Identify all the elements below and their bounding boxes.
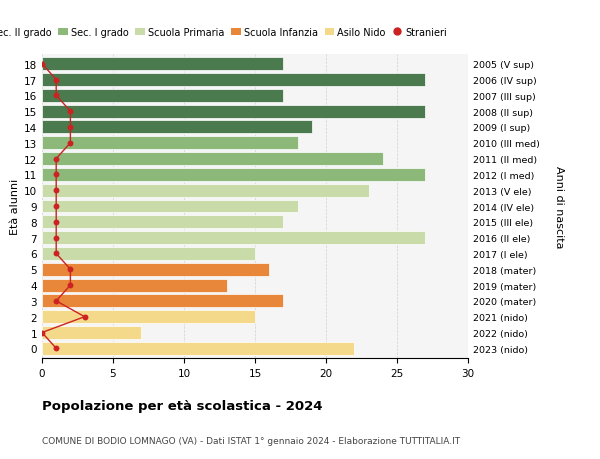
Bar [42,216,283,229]
Point [52,250,61,257]
Point [52,92,61,100]
Y-axis label: Età alunni: Età alunni [10,179,20,235]
Point [80,313,89,321]
Point [52,218,61,226]
Point [52,171,61,179]
Bar [42,326,142,339]
Bar [42,168,425,181]
Point [65,282,75,289]
Bar [42,106,425,118]
Bar [42,232,425,245]
Bar [42,342,355,355]
Point [65,124,75,131]
Bar [42,295,283,308]
Bar [42,200,298,213]
Point [52,235,61,242]
Bar [42,137,298,150]
Bar [42,121,312,134]
Bar [42,185,368,197]
Y-axis label: Anni di nascita: Anni di nascita [554,165,563,248]
Bar [42,153,383,166]
Point [65,108,75,116]
Point [52,203,61,210]
Point [37,61,47,68]
Point [52,345,61,352]
Bar [42,279,227,292]
Point [65,266,75,274]
Text: COMUNE DI BODIO LOMNAGO (VA) - Dati ISTAT 1° gennaio 2024 - Elaborazione TUTTITA: COMUNE DI BODIO LOMNAGO (VA) - Dati ISTA… [42,436,460,445]
Point [52,77,61,84]
Bar [42,247,255,260]
Point [52,297,61,305]
Text: Popolazione per età scolastica - 2024: Popolazione per età scolastica - 2024 [42,399,323,412]
Legend: Sec. II grado, Sec. I grado, Scuola Primaria, Scuola Infanzia, Asilo Nido, Stran: Sec. II grado, Sec. I grado, Scuola Prim… [0,23,451,41]
Point [52,156,61,163]
Bar [42,74,425,87]
Bar [42,90,283,102]
Bar [42,58,283,71]
Bar [42,311,255,324]
Point [37,329,47,336]
Point [65,140,75,147]
Point [52,187,61,195]
Bar [42,263,269,276]
